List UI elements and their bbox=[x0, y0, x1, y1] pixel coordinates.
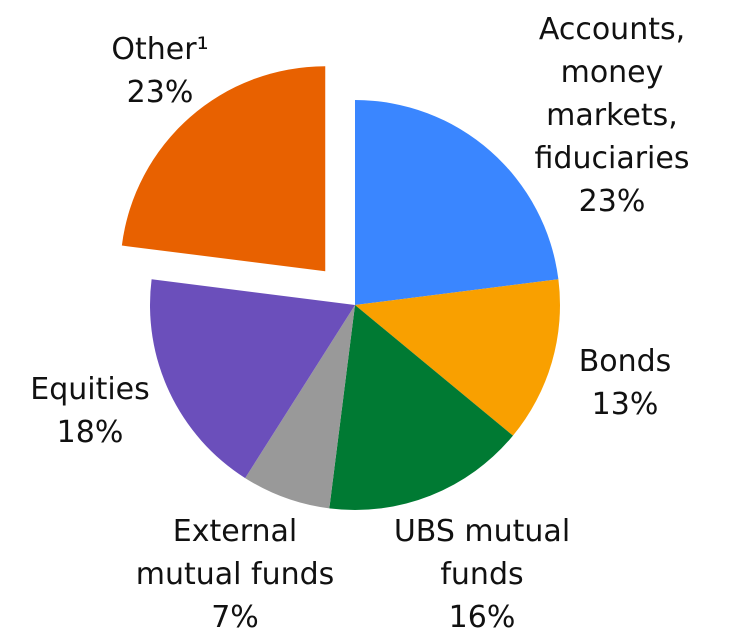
value-label: 23% bbox=[126, 75, 194, 110]
value-label: 7% bbox=[211, 600, 259, 635]
pie-slice bbox=[121, 66, 326, 272]
pie-slice bbox=[329, 305, 513, 510]
category-label: Bonds bbox=[578, 344, 672, 379]
value-label: 18% bbox=[56, 415, 124, 450]
value-label: 23% bbox=[578, 184, 646, 219]
slice-label: Equities 18% bbox=[10, 368, 170, 454]
category-label: Accounts, money markets, fiduciaries bbox=[534, 12, 690, 176]
pie-slice bbox=[355, 279, 560, 436]
slice-label: Bonds 13% bbox=[545, 340, 705, 426]
value-label: 16% bbox=[448, 600, 516, 635]
slice-label: Other¹ 23% bbox=[80, 28, 240, 114]
category-label: Other¹ bbox=[111, 32, 209, 67]
pie-slice bbox=[150, 279, 355, 479]
slice-label: Accounts, money markets, fiduciaries 23% bbox=[517, 8, 707, 223]
pie-slice bbox=[245, 305, 355, 509]
category-label: UBS mutual funds bbox=[393, 514, 571, 592]
pie-slice bbox=[355, 100, 559, 305]
value-label: 13% bbox=[591, 387, 659, 422]
category-label: Equities bbox=[30, 372, 150, 407]
category-label: External mutual funds bbox=[135, 514, 335, 592]
slice-label: UBS mutual funds 16% bbox=[377, 510, 587, 639]
slice-label: External mutual funds 7% bbox=[128, 510, 343, 639]
